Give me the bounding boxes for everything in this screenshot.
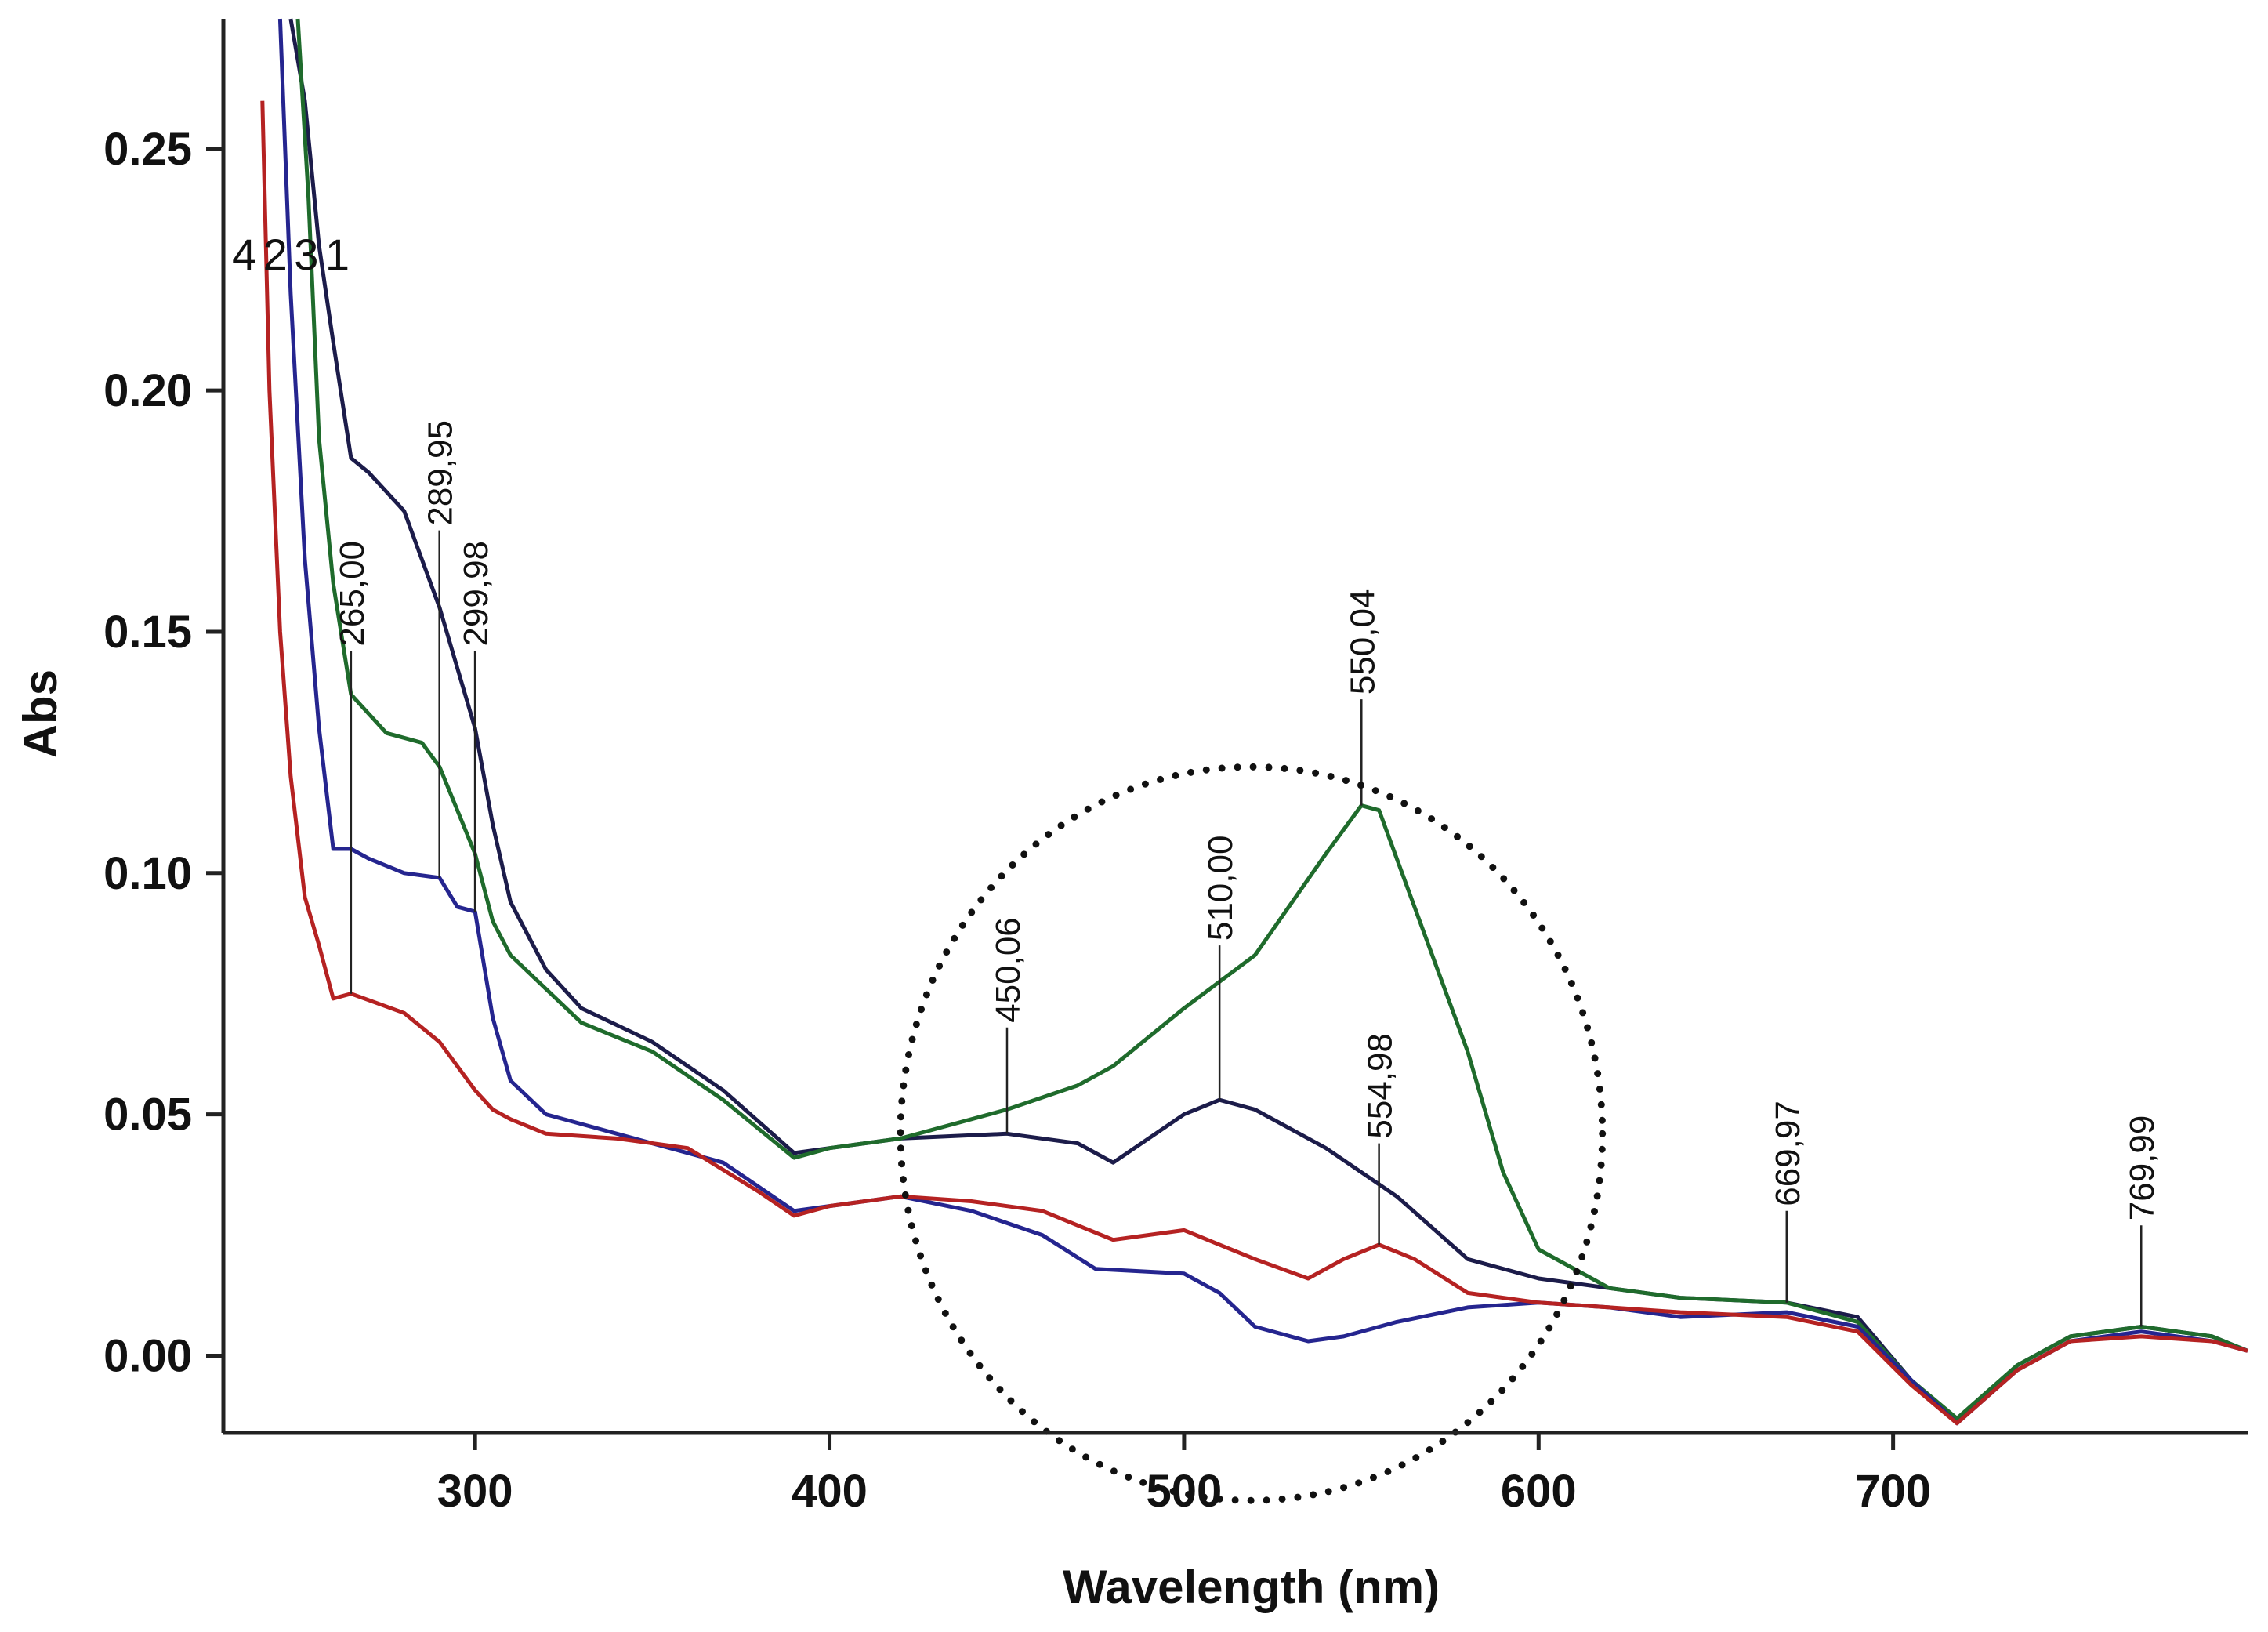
series-lines: [260, 18, 2248, 1426]
y-tick-label: 0.25: [103, 124, 192, 175]
highlight-dotted-ellipse: [897, 763, 1607, 1504]
series-line-3: [277, 18, 2248, 1426]
y-axis-title: Abs: [14, 669, 67, 758]
peak-label: 289,95: [422, 420, 460, 526]
y-tick-label: 0.10: [103, 848, 192, 899]
x-tick-label: 400: [792, 1466, 868, 1517]
axis-ticks: 300 400 500 600 700 0.00 0.05 0.10 0.15 0.20 0.25: [103, 124, 1931, 1517]
peak-label: 554,98: [1361, 1033, 1400, 1139]
peak-label: 550,04: [1343, 589, 1382, 695]
y-tick-label: 0.05: [103, 1090, 192, 1141]
peak-label: 510,00: [1201, 836, 1240, 941]
y-tick-label: 0.00: [103, 1330, 192, 1381]
y-tick-label: 0.20: [103, 365, 192, 416]
series-line-4: [260, 100, 2248, 1426]
x-axis-title: Wavelength (nm): [1063, 1561, 1440, 1613]
peak-label: 450,06: [989, 917, 1027, 1023]
peak-label: 769,99: [2123, 1115, 2161, 1221]
x-tick-label: 700: [1855, 1466, 1931, 1517]
x-tick-label: 600: [1501, 1466, 1577, 1517]
x-tick-label: 500: [1147, 1466, 1223, 1517]
peak-label: 299,98: [457, 541, 495, 647]
peak-label: 669,97: [1769, 1101, 1807, 1206]
peak-label: 265,00: [333, 541, 371, 647]
series-line-1: [288, 18, 2248, 1426]
peak-annotations: 265,00 289,95 299,98 450,06 510,00 550,04 554,…: [333, 420, 2161, 1504]
series-line-2: [295, 18, 2248, 1420]
x-tick-label: 300: [437, 1466, 513, 1517]
y-tick-label: 0.15: [103, 607, 192, 658]
axes: [221, 19, 2248, 1435]
